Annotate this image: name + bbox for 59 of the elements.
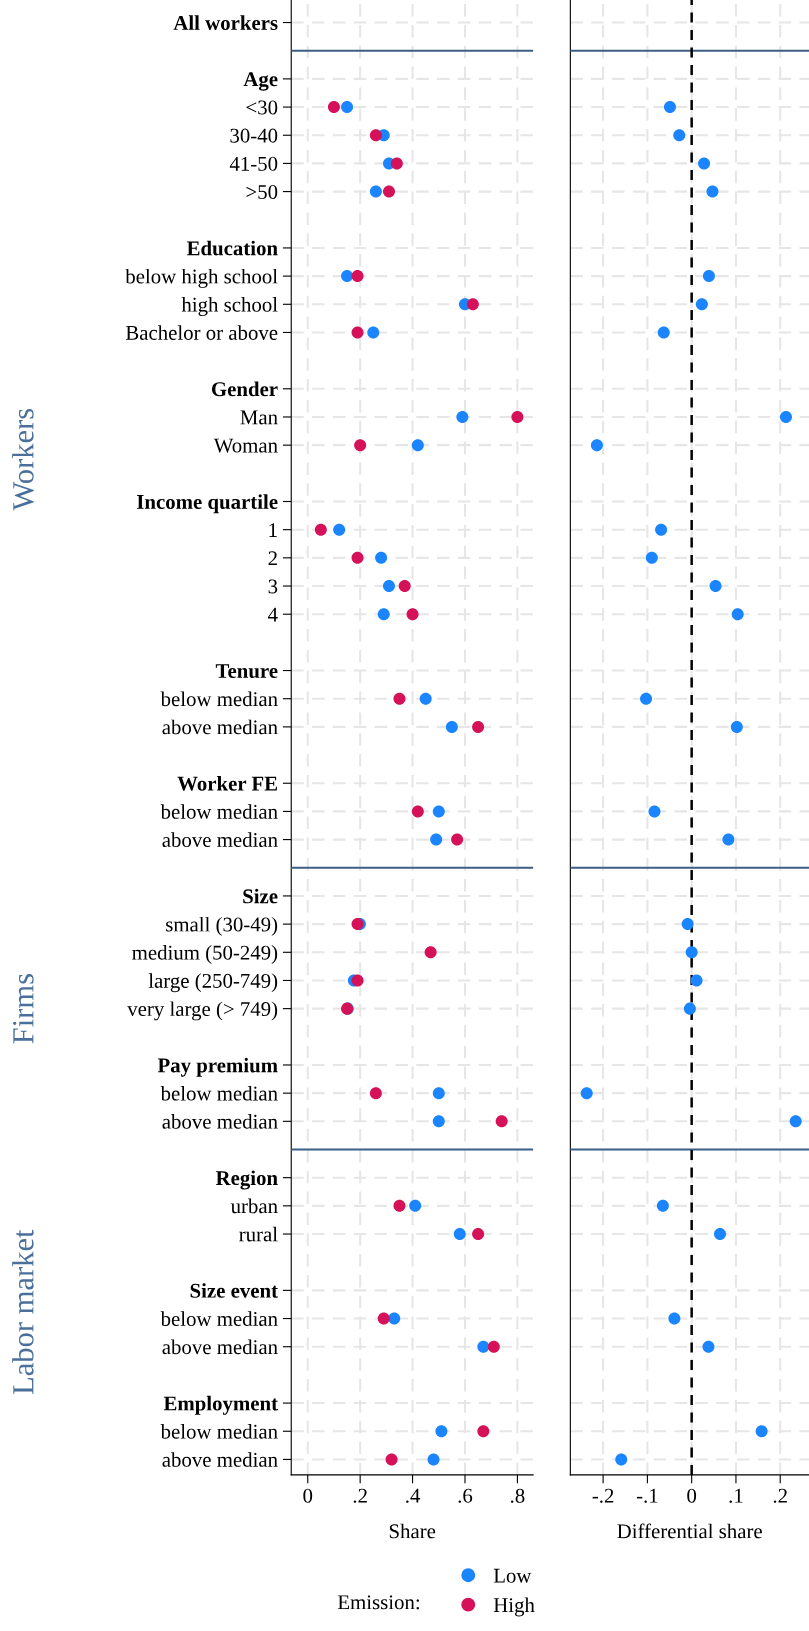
y-tick-label: below median — [160, 804, 278, 819]
x-tick-label: 0 — [687, 1488, 697, 1503]
y-tick-label: above median — [162, 1114, 278, 1129]
y-tick-label: Woman — [213, 438, 278, 453]
y-tick-label: Income quartile — [136, 494, 278, 514]
y-tick-label: rural — [239, 1226, 278, 1242]
y-tick-label: below median — [160, 1085, 278, 1101]
y-tick-label: above median — [162, 832, 278, 848]
y-tick-label: below median — [160, 1424, 278, 1439]
legend-label: Low — [493, 1568, 532, 1583]
y-tick-label: Worker FE — [177, 776, 277, 791]
y-tick-label: above median — [162, 1452, 278, 1467]
y-tick-label: 2 — [268, 551, 277, 566]
x-tick-label: .2 — [353, 1488, 367, 1503]
x-tick-label: .6 — [458, 1488, 473, 1503]
y-tick-label: high school — [181, 297, 278, 316]
y-tick-label: Age — [243, 72, 278, 91]
y-tick-label: 4 — [268, 607, 278, 622]
y-tick-label: below high school — [125, 268, 278, 288]
y-tick-label: Education — [186, 240, 278, 256]
y-tick-label: below median — [160, 1311, 278, 1326]
y-tick-label: Bachelor or above — [125, 325, 278, 340]
y-tick-label: very large (> 749) — [127, 1001, 278, 1021]
x-tick-label: 0 — [303, 1488, 313, 1503]
y-tick-label: small (30-49) — [166, 916, 278, 936]
y-tick-label: above median — [162, 1339, 278, 1355]
x-tick-label: .1 — [729, 1488, 743, 1503]
y-tick-label: urban — [230, 1198, 278, 1214]
y-tick-label: above median — [162, 719, 278, 735]
y-tick-label: Region — [215, 1170, 278, 1190]
y-tick-label: Gender — [211, 381, 278, 397]
y-tick-label: Size — [243, 888, 278, 904]
y-tick-label: below median — [160, 691, 278, 707]
y-tick-label: >50 — [246, 184, 278, 200]
x-tick-label: -.2 — [592, 1488, 614, 1503]
text: Firms — [13, 974, 34, 1044]
y-tick-label: large (250-749) — [148, 973, 278, 993]
x-tick-label: .4 — [406, 1488, 421, 1503]
x-axis-title: Differential share — [617, 1523, 762, 1539]
y-tick-label: <30 — [246, 100, 278, 115]
y-tick-label: Employment — [163, 1395, 278, 1415]
y-tick-label: Size event — [190, 1283, 278, 1298]
y-tick-label: 30-40 — [230, 128, 278, 143]
text: Labor market — [12, 1229, 34, 1395]
y-tick-label: medium (50-249) — [132, 945, 278, 964]
y-tick-label: Pay premium — [157, 1057, 278, 1077]
legend-label: High — [493, 1597, 535, 1617]
y-tick-label: 3 — [268, 579, 278, 594]
y-tick-label: All workers — [173, 15, 278, 30]
y-tick-label: 1 — [269, 523, 277, 537]
x-axis-title: Share — [389, 1523, 436, 1539]
x-tick-label: .2 — [773, 1488, 787, 1503]
y-tick-label: Man — [240, 410, 278, 425]
x-tick-label: -.1 — [636, 1488, 658, 1503]
y-tick-label: Tenure — [215, 664, 278, 679]
legend-title: Emission: — [337, 1595, 419, 1610]
y-tick-label: 41-50 — [229, 156, 278, 171]
text: Workers — [12, 408, 34, 511]
x-tick-label: .8 — [510, 1488, 525, 1503]
